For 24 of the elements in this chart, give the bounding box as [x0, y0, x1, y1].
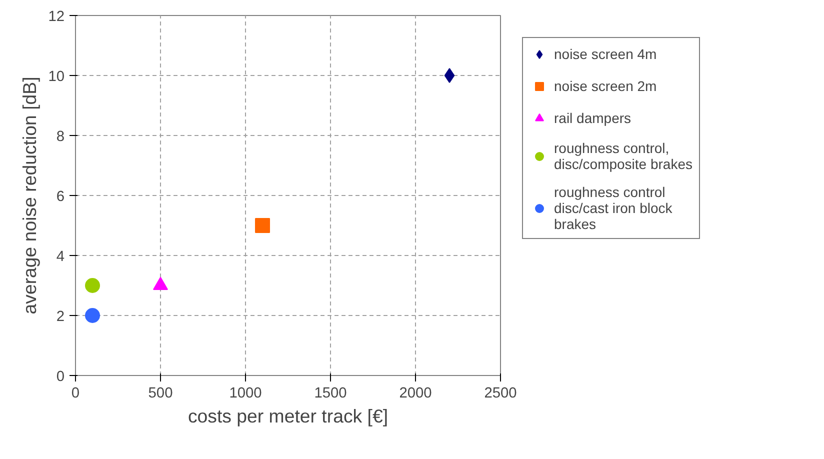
- y-tick-label: 10: [48, 69, 65, 85]
- x-axis-title: costs per meter track [€]: [188, 406, 388, 426]
- y-tick-label: 2: [56, 309, 65, 325]
- legend-label: roughness control disc/cast iron block brakes: [554, 184, 672, 232]
- x-tick-label: 2500: [484, 386, 517, 402]
- y-tick-label: 4: [56, 249, 65, 265]
- x-tick-label: 1500: [314, 386, 347, 402]
- point: [85, 308, 100, 323]
- legend-label: noise screen 4m: [554, 46, 657, 62]
- y-tick-label: 8: [56, 129, 65, 145]
- y-tick-label: 0: [56, 369, 65, 385]
- y-tick-label: 12: [48, 9, 65, 25]
- y-tick-label: 6: [56, 189, 65, 205]
- point: [85, 278, 100, 293]
- legend-label: rail dampers: [554, 110, 632, 126]
- x-tick-label: 500: [148, 386, 173, 402]
- point: [444, 68, 455, 83]
- x-tick-label: 1000: [229, 386, 262, 402]
- y-axis-title: average noise reduction [dB]: [19, 76, 40, 314]
- legend-label: roughness control, disc/composite brakes: [554, 140, 693, 172]
- x-tick-label: 0: [71, 386, 80, 402]
- legend-label: noise screen 2m: [554, 78, 657, 94]
- x-tick-label: 2000: [399, 386, 432, 402]
- point: [255, 218, 270, 233]
